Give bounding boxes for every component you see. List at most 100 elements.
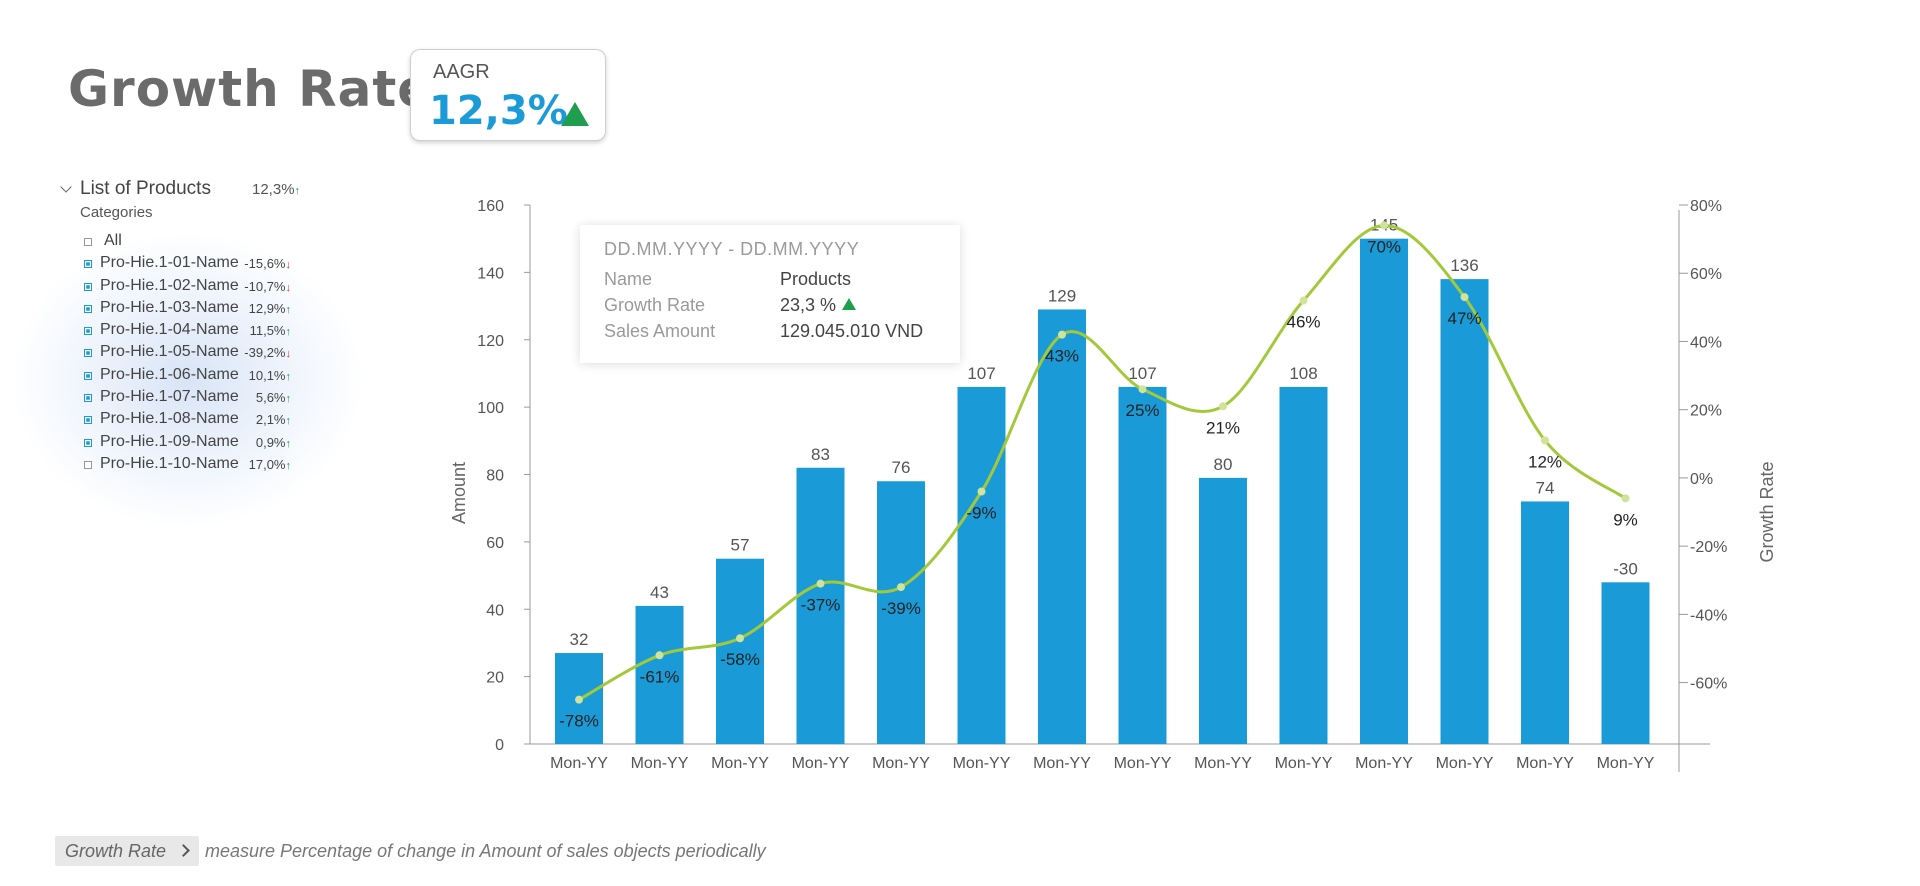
y-axis-title: Amount [449, 462, 469, 524]
bar-value-label: 107 [1128, 364, 1156, 383]
product-filter-panel: List of Products 12,3%↑ Categories All P… [58, 178, 318, 472]
bar [1118, 386, 1167, 744]
checkbox[interactable] [84, 282, 92, 291]
bar-value-label: 32 [570, 630, 589, 649]
filter-header[interactable]: List of Products 12,3%↑ [58, 178, 318, 202]
y2-tick-label: -20% [1690, 539, 1727, 556]
filter-item[interactable]: Pro-Hie.1-05-Name -39,2%↓ [84, 343, 324, 365]
bar-value-label: 136 [1450, 256, 1478, 275]
filter-item-rate: -39,2%↓ [244, 345, 291, 361]
growth-rate-point [977, 487, 986, 496]
tooltip-row-growth-rate: Growth Rate 23,3 % [604, 295, 944, 319]
checkbox[interactable] [84, 438, 92, 447]
bar [1279, 386, 1328, 744]
checkbox[interactable] [84, 371, 92, 380]
y-tick-label: 0 [495, 737, 504, 754]
filter-item[interactable]: Pro-Hie.1-07-Name 5,6%↑ [84, 388, 324, 410]
growth-rate-label: -39% [881, 599, 921, 618]
bar-value-label: 76 [892, 458, 911, 477]
x-tick-label: Mon-YY [1436, 755, 1494, 772]
tooltip-date-range: DD.MM.YYYY - DD.MM.YYYY [604, 239, 860, 259]
filter-total-rate: 12,3%↑ [252, 181, 301, 198]
y2-tick-label: -60% [1690, 676, 1727, 693]
chevron-right-icon[interactable] [177, 844, 190, 857]
arrow-up-icon: ↑ [285, 415, 292, 428]
bar-value-label: 129 [1048, 286, 1076, 305]
x-tick-label: Mon-YY [1355, 755, 1413, 772]
checkbox[interactable] [84, 327, 92, 336]
tooltip-value: Products [780, 269, 852, 289]
growth-rate-point [1138, 385, 1147, 394]
filter-item-label: Pro-Hie.1-02-Name [100, 276, 239, 294]
growth-rate-point [1460, 293, 1469, 302]
growth-rate-label: -9% [966, 504, 996, 523]
y-tick-label: 20 [486, 670, 504, 687]
growth-rate-label: 12% [1528, 452, 1562, 471]
filter-item[interactable]: Pro-Hie.1-06-Name 10,1%↑ [84, 366, 324, 388]
arrow-up-icon: ↑ [285, 303, 292, 316]
filter-item[interactable]: Pro-Hie.1-08-Name 2,1%↑ [84, 410, 324, 432]
bar-value-label: 108 [1289, 364, 1317, 383]
y-tick-label: 160 [477, 198, 504, 215]
filter-item[interactable]: Pro-Hie.1-03-Name 12,9%↑ [84, 299, 324, 321]
filter-item[interactable]: Pro-Hie.1-09-Name 0,9%↑ [84, 433, 324, 455]
checkbox[interactable] [84, 416, 92, 425]
filter-item-rate: -15,6%↓ [244, 256, 291, 272]
checkbox[interactable] [84, 260, 92, 269]
tooltip-key: Growth Rate [604, 295, 706, 315]
filter-item-rate: 2,1%↑ [255, 412, 292, 428]
page-title: Growth Rate [68, 60, 433, 118]
filter-list: All Pro-Hie.1-01-Name -15,6%↓ Pro-Hie.1-02… [84, 232, 324, 477]
growth-rate-point [575, 695, 583, 704]
y-tick-label: 120 [477, 333, 504, 350]
bar [1521, 501, 1569, 744]
bar-value-label: 83 [811, 445, 830, 464]
x-tick-label: Mon-YY [872, 755, 930, 772]
filter-item-rate: 0,9%↑ [255, 434, 292, 450]
growth-rate-label: -37% [801, 596, 841, 615]
checkbox[interactable] [84, 238, 92, 246]
checkbox[interactable] [84, 349, 92, 358]
filter-item-label: Pro-Hie.1-06-Name [100, 365, 239, 383]
filter-item[interactable]: Pro-Hie.1-10-Name 17,0%↑ [84, 455, 324, 477]
arrow-up-icon: ↑ [294, 185, 301, 197]
growth-rate-label: 9% [1613, 510, 1638, 529]
growth-rate-point [816, 579, 825, 588]
x-tick-label: Mon-YY [631, 755, 689, 772]
filter-item[interactable]: Pro-Hie.1-02-Name -10,7%↓ [84, 277, 324, 299]
measure-chip[interactable]: Growth Rate [55, 836, 199, 866]
filter-subtitle: Categories [80, 204, 153, 221]
measure-description: measure Percentage of change in Amount o… [205, 841, 766, 861]
growth-rate-point [736, 634, 744, 643]
filter-item[interactable]: Pro-Hie.1-01-Name -15,6%↓ [84, 254, 324, 276]
filter-item-rate: 12,9%↑ [248, 300, 292, 316]
growth-rate-label: 21% [1206, 418, 1240, 437]
x-tick-label: Mon-YY [550, 755, 608, 772]
growth-rate-point [897, 583, 905, 592]
checkbox[interactable] [84, 304, 92, 313]
filter-item-label: Pro-Hie.1-03-Name [100, 298, 239, 316]
growth-rate-label: -78% [559, 712, 599, 731]
bar-value-label: 107 [967, 364, 995, 383]
y2-tick-label: 40% [1690, 334, 1722, 351]
arrow-up-icon: ↑ [285, 437, 292, 450]
x-tick-label: Mon-YY [1194, 755, 1252, 772]
growth-rate-label: 43% [1045, 347, 1079, 366]
y-tick-label: 140 [477, 265, 504, 282]
filter-item-all[interactable]: All [84, 232, 324, 254]
filter-item-rate: 5,6%↑ [255, 390, 291, 406]
filter-item[interactable]: Pro-Hie.1-04-Name 11,5%↑ [84, 321, 324, 343]
checkbox[interactable] [84, 460, 92, 469]
bar [1601, 582, 1650, 744]
y2-axis-title: Growth Rate [1757, 461, 1777, 562]
arrow-down-icon: ↓ [285, 281, 292, 294]
x-tick-label: Mon-YY [711, 755, 769, 772]
bar-value-label: -30 [1613, 559, 1638, 578]
y2-tick-label: 20% [1690, 403, 1722, 420]
y-tick-label: 60 [486, 535, 504, 552]
filter-item-label: Pro-Hie.1-08-Name [100, 410, 239, 428]
bar-value-label: 74 [1536, 478, 1555, 497]
tooltip-row-name: Name Products [604, 269, 944, 293]
filter-item-rate: 11,5%↑ [249, 323, 291, 339]
checkbox[interactable] [84, 394, 92, 403]
